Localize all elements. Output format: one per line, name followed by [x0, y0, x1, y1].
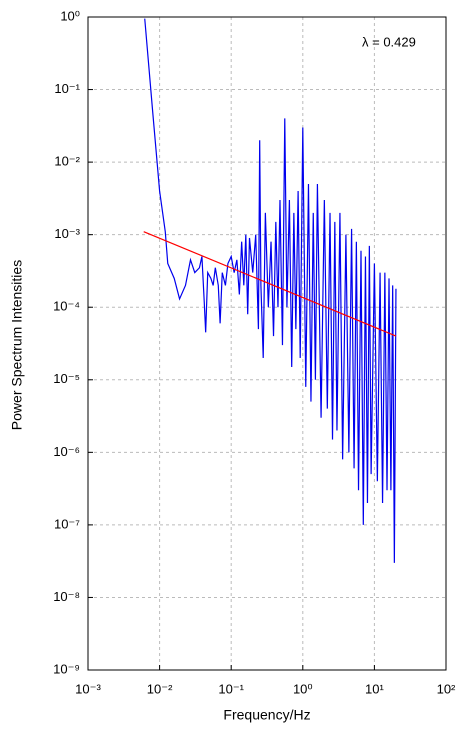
x-tick-label: 10¹ — [365, 681, 384, 696]
annotation: λ = 0.429 — [362, 34, 416, 49]
y-tick-label: 10⁰ — [60, 8, 80, 23]
x-tick-label: 10⁻² — [147, 681, 173, 696]
plot-area — [143, 18, 397, 563]
y-tick-label: 10⁻⁸ — [53, 589, 80, 604]
y-tick-label: 10⁻¹ — [54, 81, 80, 96]
y-tick-label: 10⁻⁶ — [53, 444, 80, 459]
x-tick-label: 10⁰ — [293, 681, 313, 696]
plot-frame — [87, 16, 447, 671]
x-tick-label: 10⁻³ — [75, 681, 101, 696]
y-tick-label: 10⁻⁴ — [53, 299, 80, 314]
y-tick-label: 10⁻⁹ — [53, 661, 80, 676]
x-tick-label: 10² — [437, 681, 456, 696]
y-axis-label: Power Spectrum Intensities — [9, 260, 25, 430]
x-axis-label: Frequency/Hz — [223, 707, 310, 723]
y-tick-label: 10⁻² — [54, 154, 80, 169]
series-line — [144, 18, 397, 563]
y-tick-label: 10⁻⁵ — [53, 371, 80, 386]
ticks: 10⁻³ 10⁻² 10⁻¹ 10⁰ 10¹ 10² 10⁰ 10⁻¹ 10⁻² 10⁻³ 10⁻⁴… — [53, 8, 456, 696]
x-tick-label: 10⁻¹ — [218, 681, 244, 696]
y-tick-label: 10⁻³ — [54, 226, 80, 241]
y-tick-label: 10⁻⁷ — [54, 516, 80, 531]
series-line — [143, 231, 397, 337]
